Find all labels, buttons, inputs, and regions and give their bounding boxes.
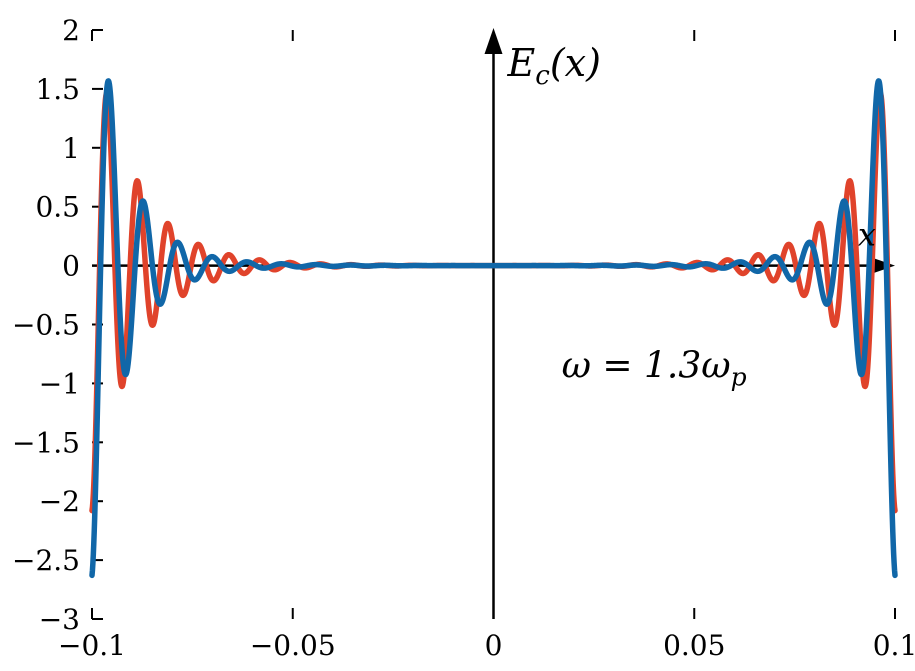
y-tick-label: −1.5: [12, 426, 80, 459]
y-tick-label: −2: [39, 485, 80, 518]
x-tick-label: −0.05: [250, 629, 336, 662]
x-tick-label: 0: [485, 629, 503, 662]
x-axis-arrow: [869, 256, 895, 275]
y-tick-label: −1: [39, 367, 80, 400]
blue-curve: [89, 78, 898, 579]
y-tick-label: −2.5: [12, 544, 80, 577]
y-tick-label: 1.5: [35, 73, 80, 106]
y-tick-label: 2: [62, 14, 80, 47]
x-axis-label: x: [858, 216, 876, 254]
y-tick-label: −3: [39, 603, 80, 636]
y-tick-label: 0: [62, 250, 80, 283]
x-tick-label: 0.1: [873, 629, 915, 662]
y-tick-label: 0.5: [35, 191, 80, 224]
y-axis-label: Ec(x): [507, 41, 601, 91]
annotation-omega: ω = 1.3ωp: [562, 346, 747, 392]
y-tick-label: 1: [62, 132, 80, 165]
x-tick-label: 0.05: [663, 629, 725, 662]
y-axis-arrow: [484, 28, 503, 54]
x-tick-label: −0.1: [58, 629, 126, 662]
y-tick-label: −0.5: [12, 309, 80, 342]
